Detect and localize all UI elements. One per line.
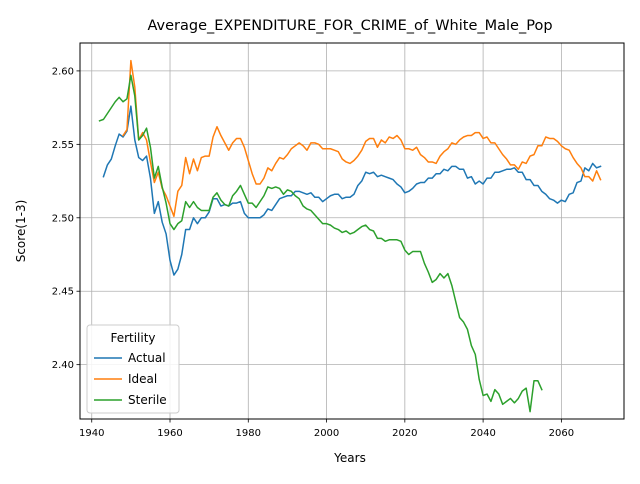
axis-ticks: 1940 1960 1980 2000 2020 2040 2060 2.40 2.45 2.50… — [52, 66, 574, 439]
series-line-ideal — [122, 59, 602, 218]
series-line-sterile — [98, 74, 543, 413]
y-tick-label: 2.60 — [52, 66, 74, 77]
y-tick-label: 2.45 — [52, 287, 74, 298]
x-tick-label: 1940 — [79, 428, 104, 439]
y-axis-label: Score(1-3) — [14, 200, 28, 263]
x-tick-label: 2020 — [392, 428, 417, 439]
legend: Fertility Actual Ideal Sterile — [86, 324, 180, 414]
x-axis-label: Years — [333, 451, 366, 465]
x-tick-label: 2000 — [314, 428, 339, 439]
legend-label-sterile: Sterile — [128, 393, 167, 407]
legend-box — [86, 324, 180, 414]
x-tick-label: 2060 — [549, 428, 574, 439]
series-lines — [98, 59, 602, 413]
chart-title: Average_EXPENDITURE_FOR_CRIME_of_White_M… — [147, 18, 552, 34]
series-line-actual — [102, 105, 602, 276]
legend-items: Actual Ideal Sterile — [94, 351, 167, 407]
y-tick-label: 2.50 — [52, 213, 74, 224]
legend-title: Fertility — [110, 331, 155, 345]
legend-label-actual: Actual — [128, 351, 166, 365]
x-tick-label: 1980 — [236, 428, 261, 439]
y-tick-label: 2.55 — [52, 140, 74, 151]
x-tick-label: 1960 — [157, 428, 182, 439]
plot-frame — [79, 42, 625, 420]
x-tick-label: 2040 — [470, 428, 495, 439]
legend-label-ideal: Ideal — [128, 372, 157, 386]
y-tick-label: 2.40 — [52, 360, 74, 371]
